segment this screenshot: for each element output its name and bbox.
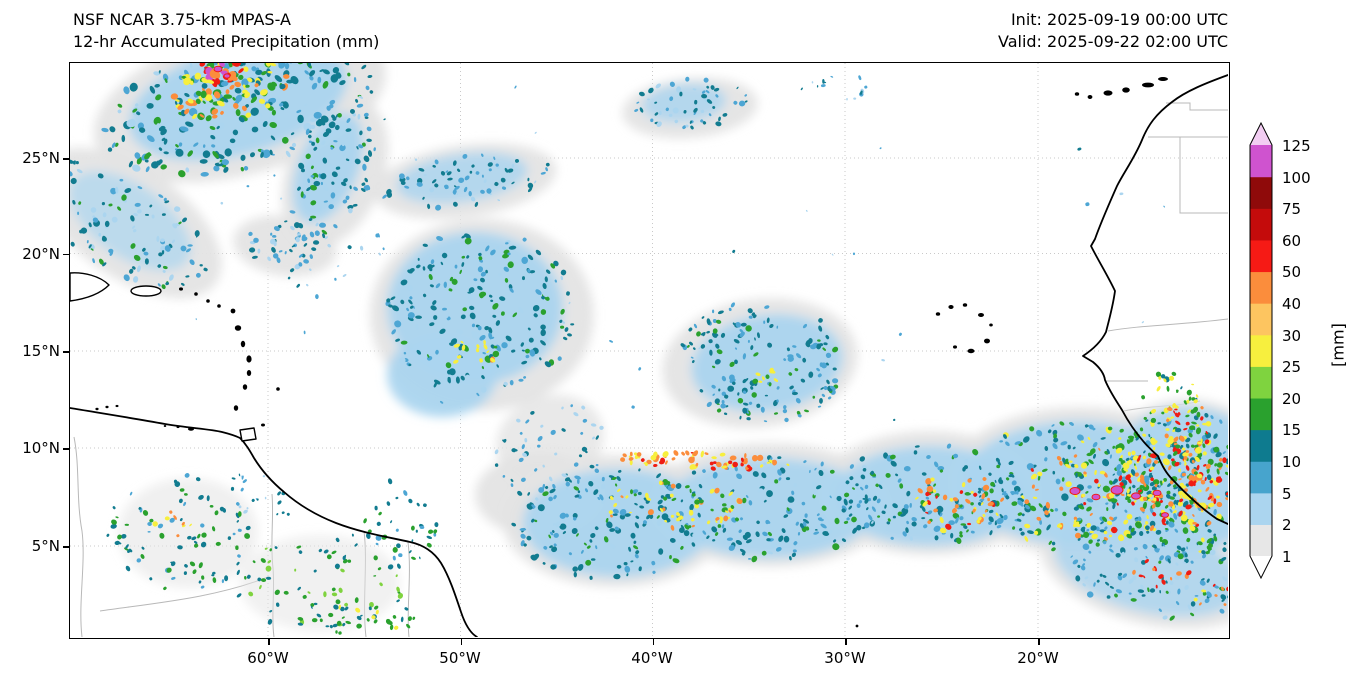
colorbar-tick-label-15: 15 (1282, 421, 1302, 439)
lat-tick-label-5n: 5°N (31, 537, 60, 555)
lon-tick-label-30w: 30°W (824, 649, 866, 667)
lat-tick-mark (62, 158, 69, 160)
colorbar-tick-label-10: 10 (1282, 453, 1302, 471)
map-layers (69, 62, 1228, 637)
colorbar-tick-label-60: 60 (1282, 232, 1302, 250)
lon-tick-mark (460, 638, 462, 645)
lat-tick-label-20n: 20°N (22, 245, 60, 263)
lon-tick-label-60w: 60°W (247, 649, 289, 667)
colorbar-tick-label-100: 100 (1282, 169, 1311, 187)
colorbar-tick-label-40: 40 (1282, 295, 1302, 313)
init-time-label: Init: 2025-09-19 00:00 UTC (1010, 10, 1228, 29)
colorbar-tick-label-50: 50 (1282, 263, 1302, 281)
lon-tick-label-20w: 20°W (1017, 649, 1059, 667)
map-plot-area (68, 61, 1230, 639)
title-block: NSF NCAR 3.75-km MPAS-A 12-hr Accumulate… (73, 9, 379, 53)
lat-tick-mark (62, 546, 69, 548)
lon-tick-mark (845, 638, 847, 645)
lat-tick-mark (62, 448, 69, 450)
model-title: NSF NCAR 3.75-km MPAS-A (73, 10, 291, 29)
colorbar-svg (1249, 122, 1273, 580)
time-block: Init: 2025-09-19 00:00 UTC Valid: 2025-0… (998, 9, 1228, 53)
valid-time-label: Valid: 2025-09-22 02:00 UTC (997, 32, 1228, 51)
lat-tick-label-10n: 10°N (22, 439, 60, 457)
colorbar-tick-label-25: 25 (1282, 358, 1302, 376)
lat-tick-label-15n: 15°N (22, 342, 60, 360)
lon-tick-label-40w: 40°W (631, 649, 673, 667)
lon-tick-mark (1038, 638, 1040, 645)
colorbar-tick-label-20: 20 (1282, 390, 1302, 408)
colorbar-tick-label-125: 125 (1282, 137, 1311, 155)
product-subtitle: 12-hr Accumulated Precipitation (mm) (73, 32, 380, 51)
colorbar-tick-label-5: 5 (1282, 485, 1292, 503)
colorbar-tick-label-1: 1 (1282, 548, 1292, 566)
lat-tick-mark (62, 351, 69, 353)
lat-tick-mark (62, 253, 69, 255)
lat-tick-label-25n: 25°N (22, 149, 60, 167)
colorbar-tick-label-30: 30 (1282, 327, 1302, 345)
colorbar-tick-label-75: 75 (1282, 200, 1302, 218)
colorbar-unit-label: [mm] (1328, 323, 1348, 367)
small-islands (94, 76, 1168, 627)
colorbar-tick-label-2: 2 (1282, 516, 1292, 534)
precip-speckles (69, 62, 1228, 635)
lon-tick-mark (268, 638, 270, 645)
lon-tick-label-50w: 50°W (439, 649, 481, 667)
coastlines (69, 73, 1228, 637)
map-svg (69, 62, 1228, 637)
lon-tick-mark (652, 638, 654, 645)
